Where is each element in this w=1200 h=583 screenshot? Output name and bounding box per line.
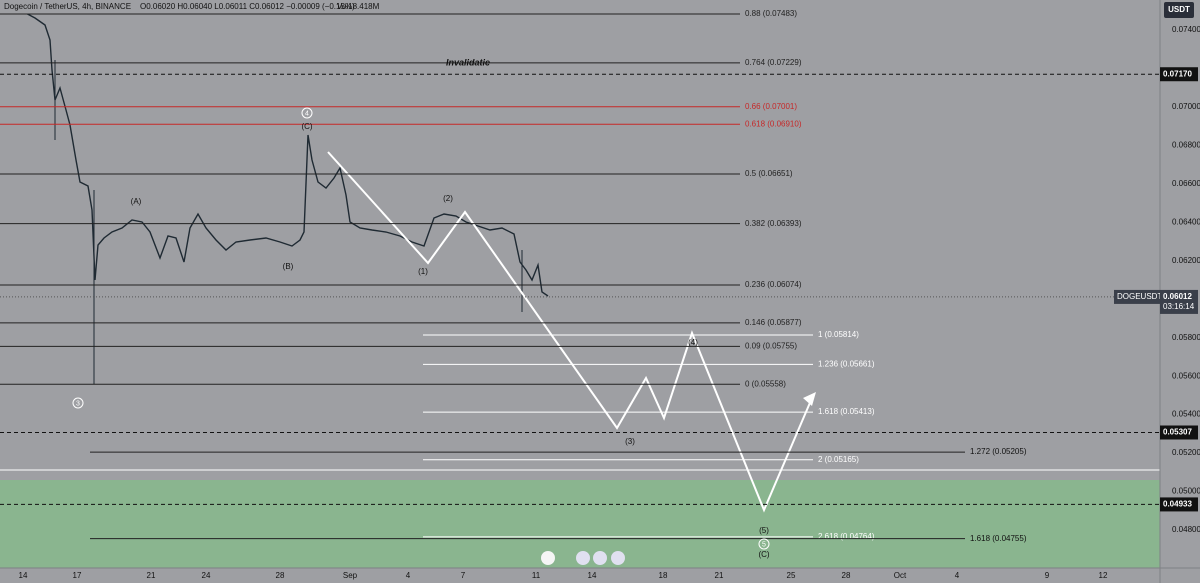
wave-label: (B) (283, 262, 294, 271)
date-label: 14 (19, 571, 28, 580)
price-tag-label: 0.07170 (1163, 69, 1192, 78)
price-tag (1160, 67, 1198, 82)
ohlc: O0.06020 H0.06040 L0.06011 C0.06012 −0.0… (140, 2, 355, 11)
wave-circle-label: 3 (76, 400, 80, 407)
wave-label: (A) (131, 197, 142, 206)
date-label: 4 (955, 571, 960, 580)
currency-button[interactable] (1164, 2, 1194, 18)
current-price-tag (1160, 289, 1198, 314)
fib-extension-label: 1.618 (0.05413) (818, 407, 875, 416)
fib-label: 0.5 (0.06651) (745, 169, 793, 178)
fib-extension-label: 2 (0.05165) (818, 455, 859, 464)
header-bg (0, 0, 400, 14)
price-label: 0.05800 (1172, 333, 1200, 342)
price-label: 0.07400 (1172, 25, 1200, 34)
symbol-title: Dogecoin / TetherUS, 4h, BINANCE (4, 2, 131, 11)
wave-label: (4) (688, 338, 698, 347)
fib-label: 0.382 (0.06393) (745, 219, 802, 228)
date-label: 21 (715, 571, 724, 580)
price-tag (1160, 497, 1198, 512)
wave-label: (3) (625, 437, 635, 446)
fib-label: 0.236 (0.06074) (745, 280, 802, 289)
price-label: 0.05600 (1172, 371, 1200, 380)
fib-label: 0.88 (0.07483) (745, 9, 797, 18)
date-label: Oct (894, 571, 907, 580)
date-label: 9 (1045, 571, 1050, 580)
price-label: 0.06600 (1172, 179, 1200, 188)
price-tag-label: 0.04933 (1163, 500, 1192, 509)
date-label: 18 (659, 571, 668, 580)
fib-label: 0.146 (0.05877) (745, 318, 802, 327)
wave-projection (327, 151, 813, 513)
volume: Vol18.418M (337, 2, 380, 11)
fib-label: 0 (0.05558) (745, 379, 786, 388)
price-label: 0.05400 (1172, 410, 1200, 419)
symbol-tag (1114, 289, 1160, 304)
fib-label: 0.09 (0.05755) (745, 341, 797, 350)
date-label: 7 (461, 571, 466, 580)
wave-circle (72, 397, 84, 409)
fib-label: 0.618 (0.06910) (745, 119, 802, 128)
price-label: 0.06800 (1172, 140, 1200, 149)
date-label: 28 (842, 571, 851, 580)
date-label: Sep (343, 571, 358, 580)
wave-label: Invalidatie (446, 57, 490, 67)
fib-extension-label: 2.618 (0.04764) (818, 532, 875, 541)
fib-extension-label: 1.618 (0.04755) (970, 534, 1027, 543)
price-label: 0.05000 (1172, 487, 1200, 496)
date-label: 28 (276, 571, 285, 580)
price-label: 0.07000 (1172, 102, 1200, 111)
wave-label: (C) (758, 550, 769, 559)
event-icons (541, 551, 625, 565)
price-label: 0.06400 (1172, 217, 1200, 226)
price-label: 0.05200 (1172, 448, 1200, 457)
price-tag-label: 0.05307 (1163, 428, 1192, 437)
currency[interactable]: USDT (1168, 5, 1190, 14)
countdown: 03:16:14 (1163, 302, 1195, 311)
wave-label: (2) (443, 194, 453, 203)
fib-extension-label: 1.272 (0.05205) (970, 447, 1027, 456)
arrow-head (803, 392, 816, 406)
fib-extension-label: 1.236 (0.05661) (818, 360, 875, 369)
wave-label: (C) (301, 122, 312, 131)
date-label: 24 (202, 571, 211, 580)
fib-extension-label: 1 (0.05814) (818, 330, 859, 339)
date-label: 11 (532, 571, 541, 580)
date-label: 21 (147, 571, 156, 580)
wave-circle-label: 5 (762, 541, 766, 548)
price-label: 0.04800 (1172, 525, 1200, 534)
wave-circle (301, 107, 313, 119)
wave-label: (5) (759, 526, 769, 535)
date-label: 12 (1099, 571, 1108, 580)
fib-label: 0.764 (0.07229) (745, 58, 802, 67)
wave-circle-label: 4 (305, 110, 309, 117)
price-tag (1160, 425, 1198, 440)
date-label: 25 (787, 571, 796, 580)
date-label: 4 (406, 571, 411, 580)
date-label: 17 (73, 571, 82, 580)
date-label: 14 (588, 571, 597, 580)
symbol-tag-label: DOGEUSDT (1117, 292, 1162, 301)
wave-label: (1) (418, 267, 428, 276)
fib-label: 0.66 (0.07001) (745, 102, 797, 111)
price-label: 0.06200 (1172, 256, 1200, 265)
wave-circle (758, 538, 770, 550)
current-price: 0.06012 (1163, 292, 1192, 301)
